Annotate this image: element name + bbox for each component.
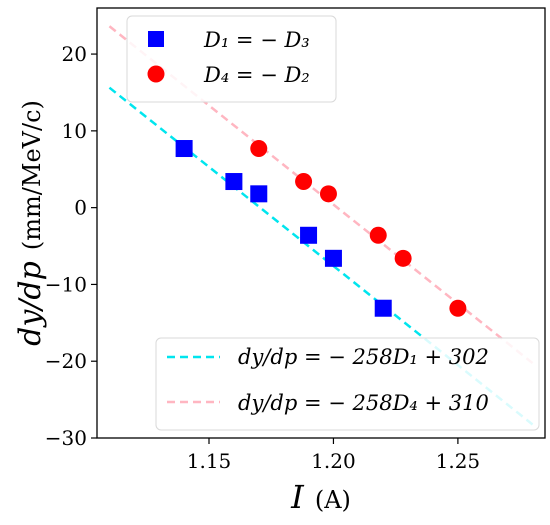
y-tick-label: −30 [45,426,87,450]
x-axis-label: I (A) [290,478,351,516]
x-axis-symbol: I [290,478,305,516]
data-point-circle [369,226,387,244]
y-tick-label: 10 [62,119,87,143]
x-tick-label: 1.15 [187,449,232,473]
data-point-square [300,226,318,244]
data-point-circle [449,299,467,317]
y-tick-label: −20 [45,349,87,373]
legend-top-box [126,15,337,103]
legend-series-1-label: D₁ = − D₃ [203,28,310,52]
legend-fit-2-label: dy/dp = − 258D₄ + 310 [238,391,489,415]
data-point-circle [319,185,337,203]
legend-top: D₁ = − D₃ D₄ = − D₂ [126,15,337,103]
x-tick-label: 1.20 [311,449,356,473]
data-point-square [250,185,268,203]
y-tick-label: 20 [62,42,87,66]
data-point-square [175,140,193,158]
x-tick-label: 1.25 [436,449,481,473]
legend-bottom-box [155,337,540,431]
y-axis-symbol: dy/dp [13,261,48,346]
data-point-square [225,173,243,191]
data-point-square [374,299,392,317]
legend-square-marker [148,31,164,47]
y-tick-label: −10 [45,272,87,296]
y-tick-label: 0 [74,196,87,220]
legend-series-2-label: D₄ = − D₂ [203,63,310,87]
y-axis-label: dy/dp (mm/MeV/c) [13,100,48,346]
legend-circle-marker [147,65,165,83]
data-point-circle [295,173,313,191]
x-axis-unit: (A) [315,486,351,514]
data-point-square [324,249,342,267]
y-axis-unit: (mm/MeV/c) [18,100,46,250]
data-point-circle [250,140,268,158]
data-point-circle [394,249,412,267]
plot-frame [96,7,546,439]
legend-bottom: dy/dp = − 258D₁ + 302 dy/dp = − 258D₄ + … [155,337,540,431]
legend-fit-1-label: dy/dp = − 258D₁ + 302 [238,345,489,369]
